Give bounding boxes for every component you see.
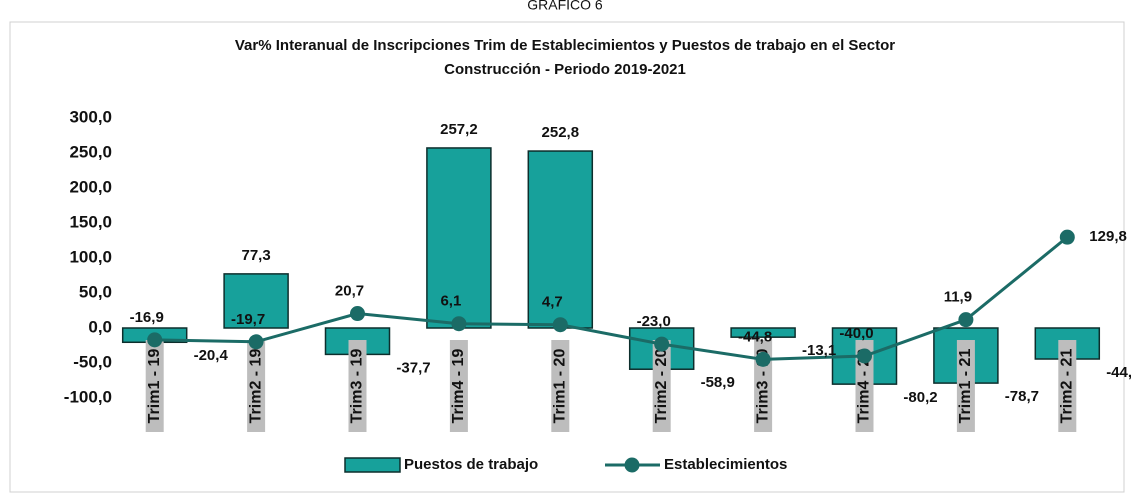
x-tick-label: Trim1 - 21 [957, 349, 974, 424]
legend-label: Establecimientos [664, 456, 787, 473]
line-value-label: -40,0 [839, 325, 873, 342]
x-label-box [348, 340, 367, 432]
x-label-box [1058, 340, 1077, 432]
line-value-label: 6,1 [440, 293, 461, 310]
y-tick-label: -100,0 [64, 387, 112, 406]
x-label-box [449, 340, 468, 432]
x-label-box [956, 340, 975, 432]
line-value-label: -44,8 [738, 328, 772, 345]
legend-swatch [344, 457, 401, 473]
line-point [1059, 229, 1075, 245]
line-point [451, 316, 467, 332]
x-label-box [145, 340, 164, 432]
x-tick-label: Trim1 - 19 [146, 349, 163, 424]
x-tick-label: Trim4 - 19 [450, 349, 467, 424]
line-value-label: -19,7 [231, 311, 265, 328]
x-tick-label: Trim2 - 20 [653, 349, 670, 424]
line [154, 235, 1069, 361]
x-label-box [855, 340, 874, 432]
line-point [755, 351, 771, 367]
line-value-label: -23,0 [637, 313, 671, 330]
line-point [350, 306, 365, 322]
bar [730, 327, 796, 338]
chart-subtitle: Construcción - Periodo 2019-2021 [444, 61, 686, 78]
line-point [552, 317, 568, 333]
x-label-box [551, 340, 570, 432]
line-point [654, 336, 670, 352]
x-tick-label: Trim3 - 20 [754, 349, 771, 424]
y-tick-label: 250,0 [69, 142, 112, 161]
caption: GRÁFICO 6 [527, 0, 603, 13]
x-tick-label: Trim1 - 20 [552, 349, 569, 424]
x-tick-label: Trim2 - 19 [247, 349, 264, 424]
y-tick-label: 0,0 [88, 317, 112, 336]
bar-value-label: -37,7 [396, 359, 430, 376]
line-value-label: 129,8 [1089, 228, 1127, 245]
legend-marker [624, 457, 640, 473]
legend-label: Puestos de trabajo [404, 456, 538, 473]
x-label-box [652, 340, 671, 432]
line-point [857, 348, 872, 364]
line-value-label: 11,9 [944, 289, 972, 306]
line-point [958, 312, 974, 328]
y-tick-label: -50,0 [73, 352, 112, 371]
bar-value-label: -78,7 [1005, 388, 1039, 405]
line-value-label: 4,7 [542, 294, 563, 311]
x-tick-label: Trim4 - 20 [856, 349, 873, 424]
y-tick-label: 300,0 [69, 107, 112, 126]
line-value-label: -16,9 [130, 309, 164, 326]
y-tick-label: 100,0 [69, 247, 112, 266]
bar [223, 273, 289, 329]
chart-title: Var% Interanual de Inscripciones Trim de… [235, 37, 895, 54]
x-tick-label: Trim3 - 19 [349, 349, 366, 424]
y-tick-label: 50,0 [79, 282, 112, 301]
bar-value-label: -13,1 [802, 342, 836, 359]
y-tick-label: 200,0 [69, 177, 112, 196]
chart-frame [9, 21, 1125, 493]
y-tick-label: 150,0 [69, 212, 112, 231]
line-point [147, 332, 163, 348]
bar-value-label: 257,2 [440, 121, 478, 138]
bar-value-label: -58,9 [701, 374, 735, 391]
bar-value-label: -44,3 [1106, 364, 1131, 381]
x-tick-label: Trim2 - 21 [1059, 349, 1076, 424]
line-point [248, 334, 264, 350]
bar-value-label: -80,2 [903, 389, 937, 406]
bar-value-label: -20,4 [194, 347, 229, 364]
line-value-label: 20,7 [335, 282, 364, 299]
bar-value-label: 252,8 [542, 124, 580, 141]
bar [426, 147, 492, 329]
bar-value-label: 77,3 [241, 247, 270, 264]
x-label-box [247, 340, 266, 432]
